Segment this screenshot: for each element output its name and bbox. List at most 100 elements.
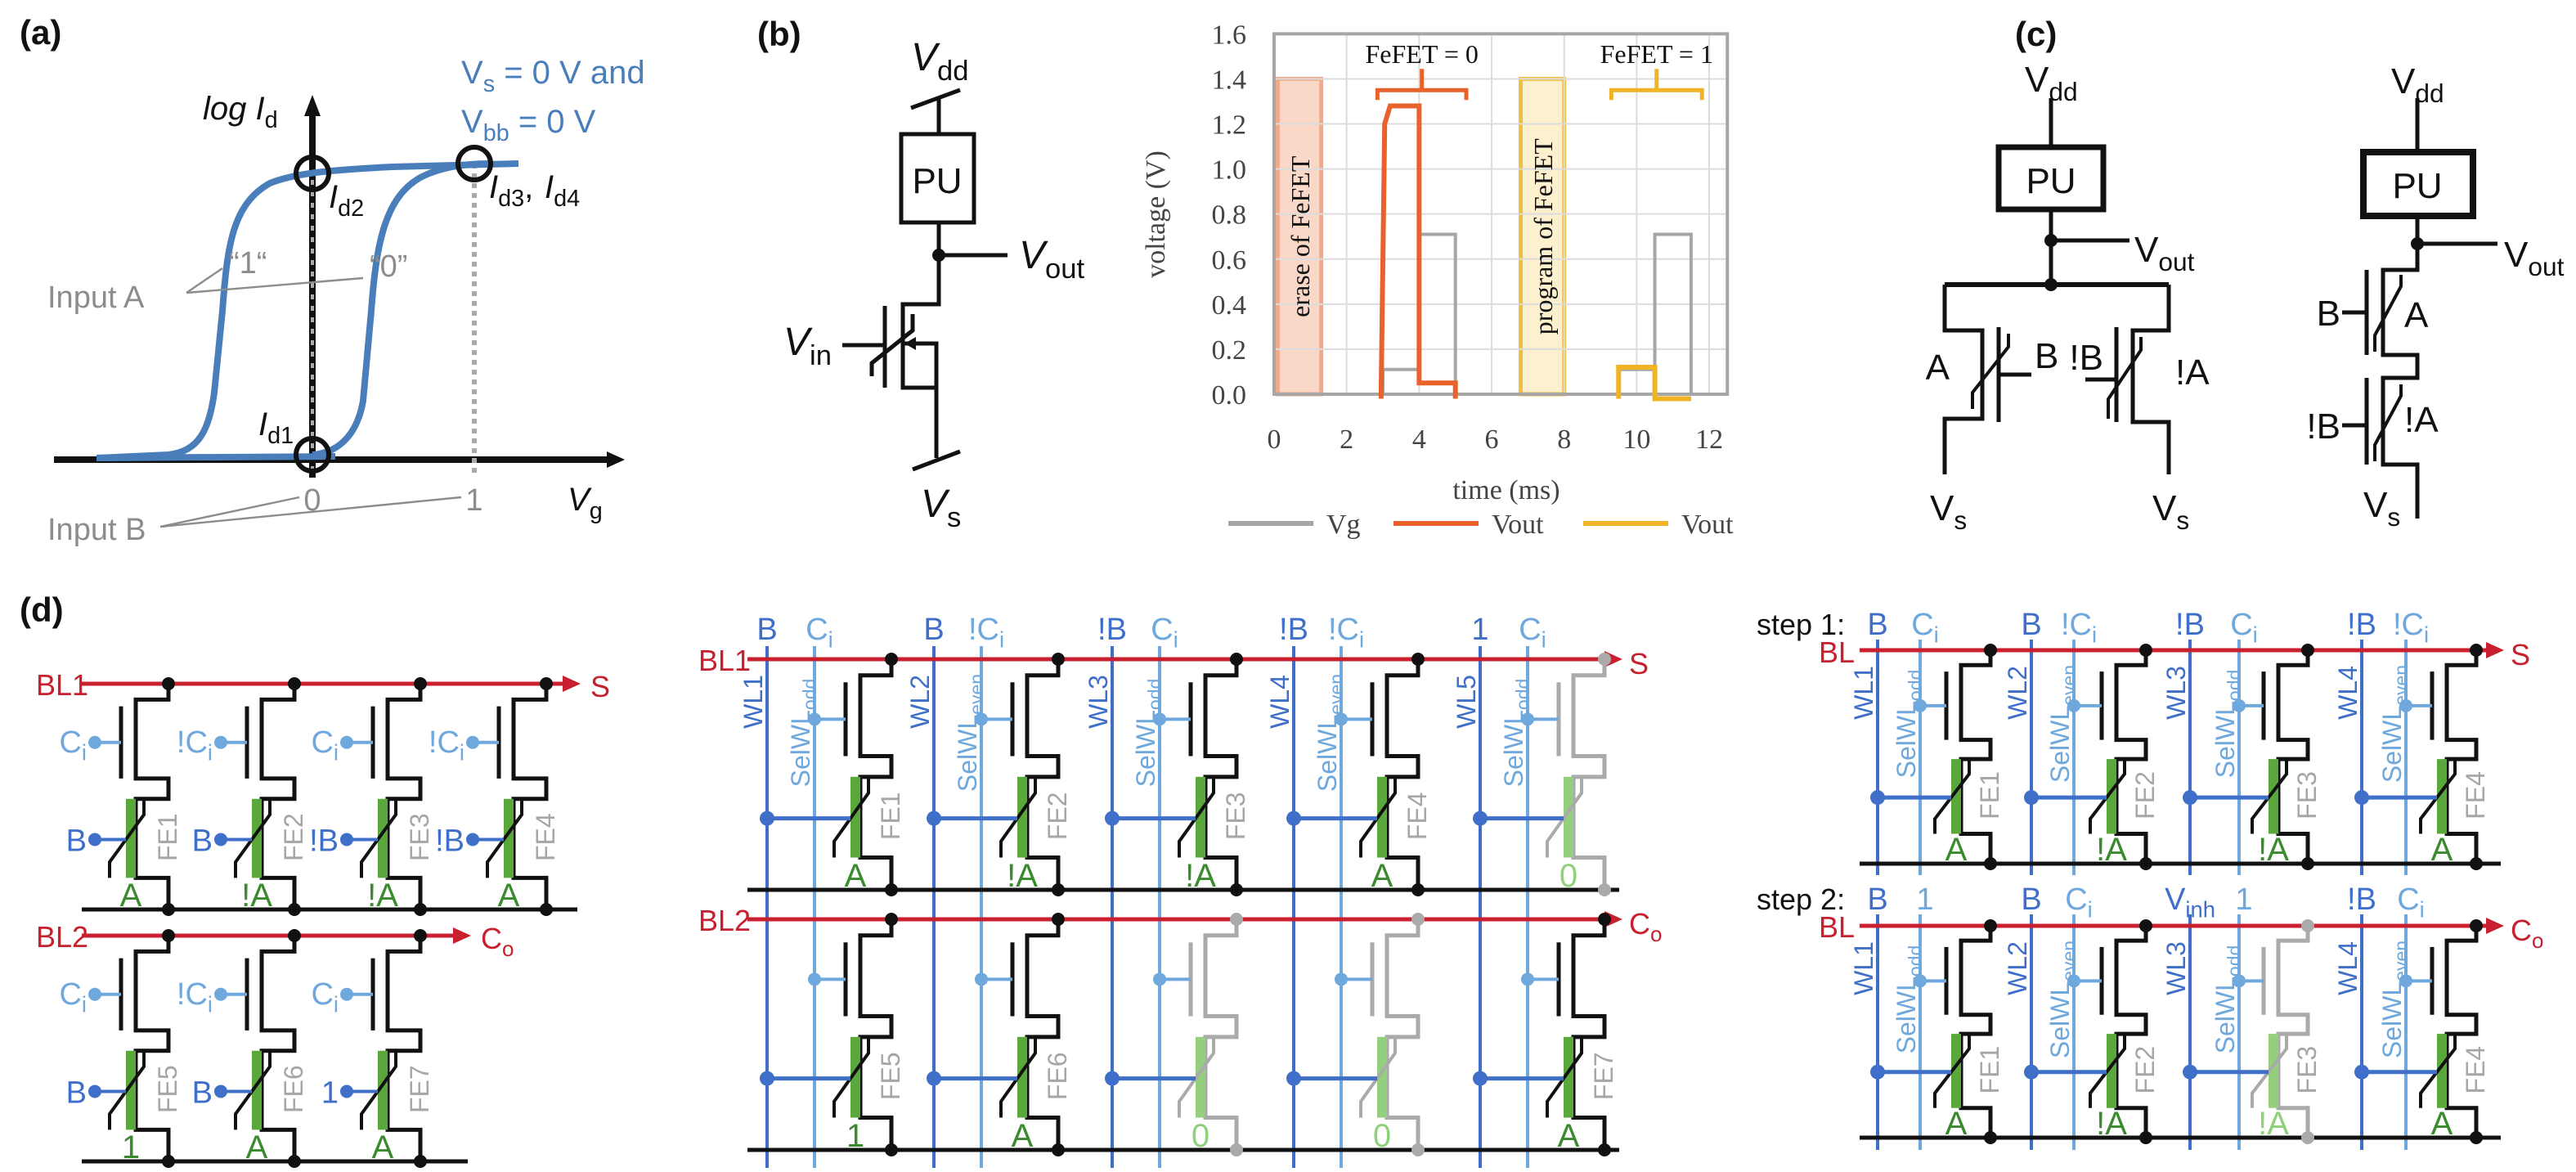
left-row2-cell-1-ferro-symbol bbox=[108, 1050, 146, 1130]
left-row2-cell-3-stored-label: A bbox=[372, 1129, 394, 1165]
output-label-2-subscript: o bbox=[1650, 923, 1662, 946]
left-row1-cell-3-ferro-symbol bbox=[360, 798, 397, 878]
right-row1-cell-2-input-terminal bbox=[2024, 790, 2039, 806]
middle-row2-cell-5-bottom-node bbox=[1598, 1143, 1611, 1156]
x-axis-arrow-icon bbox=[607, 451, 625, 468]
right-vs-label-subscript: s bbox=[2387, 502, 2400, 532]
middle-row1-cell-1-channel bbox=[858, 659, 894, 890]
vs-rail bbox=[912, 449, 961, 472]
select-input-label: Ci bbox=[1911, 608, 1939, 648]
left-row1-cell-3-ferro-layer bbox=[378, 798, 388, 878]
id1-marker bbox=[294, 436, 331, 474]
select-input-label-main: C bbox=[1151, 613, 1173, 647]
select-line-name-label-main: SelWL bbox=[1313, 715, 1342, 792]
wordline-name-label: WL2 bbox=[905, 675, 935, 729]
middle-row2-cell-3-stored-label: 0 bbox=[1192, 1118, 1209, 1154]
select-input-label: !Ci bbox=[2393, 608, 2429, 648]
left-row2-cell-1-gate-label-subscript: i bbox=[82, 991, 87, 1017]
right-row1-cell-1-ferro-layer bbox=[1951, 759, 1961, 834]
select-input-label-main: C bbox=[2065, 882, 2087, 917]
select-line-name-label-main: SelWL bbox=[953, 715, 982, 792]
middle-row1-cell-4-gate-terminal bbox=[1335, 712, 1348, 726]
vdd-label-subscript: dd bbox=[937, 56, 968, 87]
input-b-label: Input B bbox=[47, 513, 146, 547]
left-row1-cell-4-ferro-layer bbox=[504, 798, 514, 878]
wordline-input-label: B bbox=[2021, 882, 2041, 917]
right-row1-cell-4-top-node bbox=[2470, 644, 2483, 657]
x-axis-label-main: V bbox=[568, 482, 592, 518]
wordline-name-label: WL5 bbox=[1452, 675, 1481, 729]
wordline-input-label-main: V bbox=[2165, 882, 2186, 917]
wordline-input-label-subscript: inh bbox=[2185, 897, 2215, 923]
condition-line-2-suffix: = 0 V bbox=[509, 104, 596, 140]
left-row2-cell-3-bottom-node bbox=[414, 1155, 427, 1168]
select-line-name-label-subscript: even bbox=[1326, 674, 1347, 715]
condition-line-2-subscript: bb bbox=[483, 120, 509, 146]
middle-row2-cell-3-ferro-layer bbox=[1196, 1036, 1205, 1118]
right-row2-cell-3-channel bbox=[2276, 926, 2310, 1138]
left-fefet-2-ferro-symbol bbox=[2107, 337, 2143, 419]
middle-row1-cell-4-stored-label: A bbox=[1371, 858, 1393, 894]
id3-id4-marker bbox=[456, 145, 493, 182]
select-line-name-label-subscript: odd bbox=[1905, 945, 1926, 977]
middle-row1-cell-1-top-node bbox=[885, 653, 898, 666]
right-row2-cell-2-input-terminal bbox=[2024, 1064, 2039, 1080]
right-row1-cell-1-ferro-symbol bbox=[1933, 759, 1971, 834]
output-label-1: S bbox=[590, 670, 610, 703]
select-input-label-subscript: i bbox=[828, 627, 833, 653]
chart-x-axis-label: time (ms) bbox=[1452, 475, 1560, 505]
middle-row2-cell-5-ferro-symbol bbox=[1546, 1036, 1583, 1118]
select-input-label: !Ci bbox=[1328, 613, 1364, 653]
select-line-name-label: SelWLeven bbox=[2045, 665, 2080, 783]
middle-row2-cell-2-input-terminal bbox=[927, 1071, 941, 1086]
state-1-label: “1“ bbox=[229, 246, 267, 281]
x-tick-label: 0 bbox=[1268, 424, 1281, 455]
middle-row2-cell-4-top-node bbox=[1411, 913, 1425, 926]
middle-row1-cell-2-channel bbox=[1025, 659, 1061, 890]
left-fefet-1-gate-label: B bbox=[2035, 336, 2058, 376]
middle-row1-cell-3-stored-label: !A bbox=[1185, 858, 1216, 894]
middle-row2-cell-1-ferro-layer bbox=[850, 1036, 860, 1118]
right-row2-cell-3-stored-label: !A bbox=[2258, 1106, 2289, 1142]
right-row2-cell-2-top-node bbox=[2139, 919, 2152, 932]
middle-row1-cell-2-fe-label: FE2 bbox=[1043, 792, 1072, 840]
left-row1-cell-4-fe-label: FE4 bbox=[531, 813, 560, 861]
wordline-input-label: B bbox=[1867, 608, 1887, 642]
left-row1-cell-3-stored-label: !A bbox=[367, 878, 398, 914]
middle-row2-cell-5-channel bbox=[1571, 919, 1607, 1150]
select-line-name-label-subscript: odd bbox=[1512, 679, 1533, 710]
input-a-arrow-1 bbox=[186, 267, 223, 294]
left-row1-cell-1-input-terminal bbox=[88, 833, 101, 846]
left-row2-cell-2-channel bbox=[259, 936, 297, 1161]
right-vout-label-subscript: out bbox=[2528, 252, 2564, 281]
pull-up-box bbox=[899, 132, 976, 225]
chart-y-axis-label: voltage (V) bbox=[1141, 150, 1171, 278]
middle-row2-cell-4-stored-label: 0 bbox=[1373, 1118, 1391, 1154]
output-label-2: Co bbox=[2511, 914, 2543, 953]
right-row2-cell-2-gate-terminal bbox=[2067, 974, 2080, 988]
right-row1-cell-4-bottom-node bbox=[2470, 857, 2483, 870]
middle-row1-cell-5-ferro-symbol bbox=[1546, 776, 1583, 858]
select-input-label-subscript: i bbox=[2088, 897, 2093, 923]
left-row2-cell-2-input-label: B bbox=[192, 1075, 213, 1110]
select-input-label-subscript: i bbox=[1542, 627, 1546, 653]
middle-row2-cell-1-top-node bbox=[885, 913, 898, 926]
left-row1-cell-3-input-label: !B bbox=[309, 824, 339, 858]
right-row2-cell-2-bottom-node bbox=[2139, 1131, 2152, 1144]
right-row1-cell-4-ferro-symbol bbox=[2419, 759, 2457, 834]
select-input-label: !Ci bbox=[968, 613, 1004, 653]
right-fefet-1-gate-label: B bbox=[2317, 294, 2340, 334]
select-line-name-label-main: SelWL bbox=[2377, 981, 2407, 1058]
id2-label: Id2 bbox=[329, 179, 364, 222]
select-line-name-label-subscript: odd bbox=[799, 679, 820, 710]
select-line-name-label: SelWLeven bbox=[1313, 674, 1347, 792]
left-row1-cell-1-gate-terminal bbox=[88, 735, 101, 749]
left-row1-cell-4-top-node bbox=[540, 677, 553, 690]
left-row2-cell-2-bottom-node bbox=[288, 1155, 301, 1168]
right-row2-cell-1-bottom-node bbox=[1984, 1131, 1997, 1144]
right-series-channel bbox=[2381, 244, 2420, 519]
vout-label: Vout bbox=[1019, 234, 1084, 285]
x-tick-label: 8 bbox=[1557, 424, 1571, 455]
